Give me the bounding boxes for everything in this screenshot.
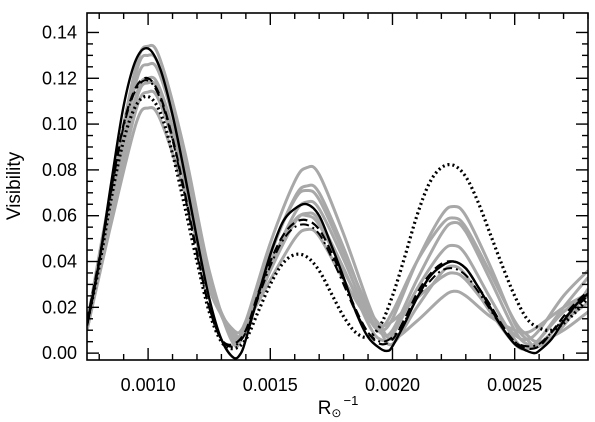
grey-series-line-2 — [87, 61, 588, 348]
black-series-dotted-line — [87, 94, 588, 351]
black-series-dashed-line — [87, 76, 588, 350]
y-tick-label: 0.04 — [42, 252, 77, 272]
x-tick-label: 0.0025 — [487, 375, 542, 395]
y-tick-label: 0.00 — [42, 343, 77, 363]
x-tick-label: 0.0020 — [365, 375, 420, 395]
x-axis-label: R⊙−1 — [318, 393, 359, 420]
y-tick-label: 0.12 — [42, 68, 77, 88]
y-tick-label: 0.14 — [42, 22, 77, 42]
x-axis-label-superscript: −1 — [343, 393, 358, 408]
y-tick-label: 0.08 — [42, 160, 77, 180]
black-series-layer — [87, 46, 588, 360]
plot-frame — [86, 12, 589, 361]
y-axis-label: Visibility — [4, 151, 25, 220]
x-tick-label: 0.0015 — [243, 375, 298, 395]
y-tick-label: 0.02 — [42, 297, 77, 317]
tick-layer: 0.0010 0.0015 0.0020 0.0025 0.00 0.02 0.04 0.06… — [42, 13, 589, 395]
x-axis-label-main: R — [318, 398, 332, 419]
black-series-dashdot-line — [87, 79, 588, 348]
x-axis-label-subscript: ⊙ — [331, 406, 341, 420]
y-tick-label: 0.06 — [42, 206, 77, 226]
y-tick-label: 0.10 — [42, 114, 77, 134]
x-tick-label: 0.0010 — [121, 375, 176, 395]
